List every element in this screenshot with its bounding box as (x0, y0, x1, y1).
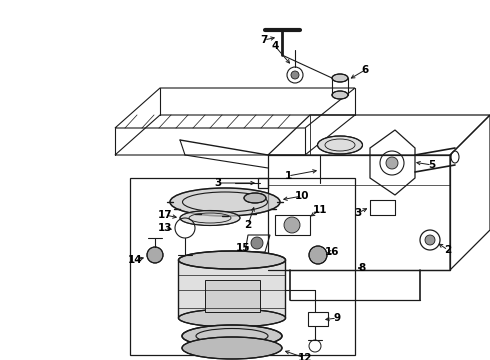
Circle shape (425, 235, 435, 245)
Text: 5: 5 (428, 160, 436, 170)
Text: 13: 13 (158, 223, 172, 233)
Ellipse shape (332, 74, 348, 82)
Text: 3: 3 (354, 208, 362, 218)
Text: 16: 16 (325, 247, 339, 257)
Text: 17: 17 (158, 210, 172, 220)
Text: 1: 1 (284, 171, 292, 181)
Circle shape (386, 157, 398, 169)
Text: 3: 3 (215, 178, 221, 188)
Ellipse shape (318, 136, 363, 154)
Ellipse shape (178, 309, 286, 327)
Text: 7: 7 (260, 35, 268, 45)
Bar (258, 178, 268, 188)
Text: 8: 8 (358, 263, 366, 273)
Ellipse shape (244, 193, 266, 203)
Text: 14: 14 (128, 255, 142, 265)
Circle shape (284, 217, 300, 233)
Text: 9: 9 (333, 313, 341, 323)
Ellipse shape (332, 91, 348, 99)
Circle shape (309, 246, 327, 264)
Text: 4: 4 (271, 41, 279, 51)
Text: 6: 6 (362, 65, 368, 75)
Text: 12: 12 (298, 353, 312, 360)
Text: 11: 11 (313, 205, 327, 215)
Circle shape (147, 247, 163, 263)
Ellipse shape (178, 251, 286, 269)
Text: 15: 15 (236, 243, 250, 253)
Ellipse shape (182, 337, 282, 359)
Text: 2: 2 (245, 220, 252, 230)
Circle shape (291, 71, 299, 79)
Ellipse shape (170, 188, 280, 216)
Ellipse shape (180, 211, 240, 225)
Text: 10: 10 (295, 191, 309, 201)
Text: 2: 2 (444, 245, 452, 255)
Ellipse shape (182, 325, 282, 347)
Circle shape (251, 237, 263, 249)
Polygon shape (178, 260, 285, 318)
Polygon shape (205, 280, 260, 312)
